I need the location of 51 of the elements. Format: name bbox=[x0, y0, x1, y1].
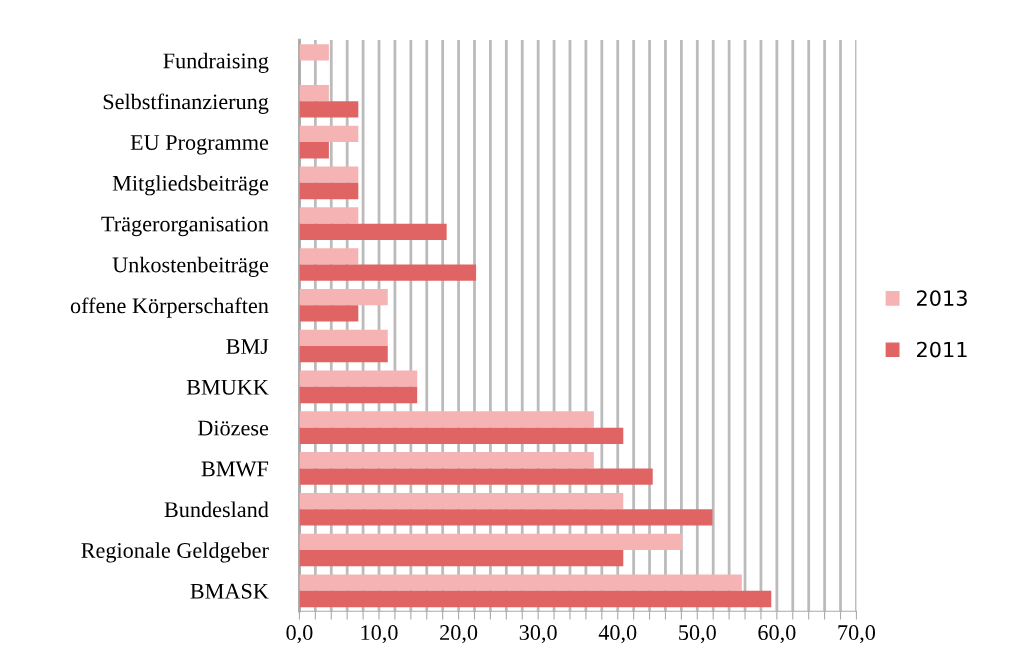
bar bbox=[299, 101, 359, 118]
bar bbox=[299, 44, 329, 61]
y-tick-label: Bundesland bbox=[164, 501, 269, 518]
x-tick-label: 10,0 bbox=[361, 625, 398, 644]
bar bbox=[299, 370, 418, 387]
bar bbox=[299, 590, 772, 608]
y-tick-label: BMWF bbox=[201, 461, 269, 477]
bar bbox=[299, 386, 418, 404]
bar bbox=[299, 125, 359, 143]
y-tick-label: BMJ bbox=[226, 339, 269, 354]
bar bbox=[299, 248, 359, 265]
bar bbox=[299, 550, 624, 567]
y-tick-label: Selbstfinanzierung bbox=[103, 93, 269, 114]
bar bbox=[299, 142, 329, 159]
y-tick-label: Trägerorganisation bbox=[101, 216, 269, 237]
bar bbox=[299, 305, 359, 322]
y-tick-label: Regionale Geldgeber bbox=[81, 542, 269, 563]
bar bbox=[299, 329, 388, 347]
x-tick-label: 50,0 bbox=[679, 625, 716, 644]
bar bbox=[299, 574, 742, 591]
bar bbox=[299, 509, 713, 526]
x-tick-label: 40,0 bbox=[598, 625, 637, 644]
bar bbox=[299, 533, 683, 551]
y-tick-label: BMASK bbox=[190, 583, 269, 599]
x-tick-label: 70,0 bbox=[838, 625, 876, 644]
x-tick-label: 60,0 bbox=[758, 625, 796, 644]
bar bbox=[299, 468, 653, 485]
x-tick-label: 30,0 bbox=[519, 625, 557, 644]
bar bbox=[299, 207, 359, 224]
bar bbox=[299, 427, 624, 444]
bar bbox=[299, 84, 329, 102]
y-tick-label: Diözese bbox=[197, 420, 269, 436]
y-tick-label: Fundraising bbox=[163, 52, 269, 73]
x-tick-label: 0,0 bbox=[286, 625, 313, 644]
bar bbox=[299, 166, 359, 183]
bar bbox=[299, 452, 594, 469]
bar bbox=[299, 492, 624, 510]
bar bbox=[299, 264, 477, 281]
bar bbox=[299, 223, 447, 240]
bar bbox=[299, 182, 359, 200]
y-tick-label: offene Körperschaften bbox=[70, 297, 269, 318]
y-tick-label: EU Programme bbox=[130, 135, 269, 155]
legend-label: 2013 bbox=[917, 290, 967, 306]
legend-label: 2011 bbox=[917, 341, 967, 358]
bar bbox=[299, 288, 388, 306]
y-tick-label: BMUKK bbox=[186, 380, 269, 395]
x-tick-label: 20,0 bbox=[440, 625, 478, 644]
bar bbox=[299, 411, 594, 428]
y-tick-label: Mitgliedsbeiträge bbox=[112, 175, 269, 196]
bar bbox=[299, 346, 388, 363]
y-tick-label: Unkostenbeiträge bbox=[112, 256, 269, 277]
